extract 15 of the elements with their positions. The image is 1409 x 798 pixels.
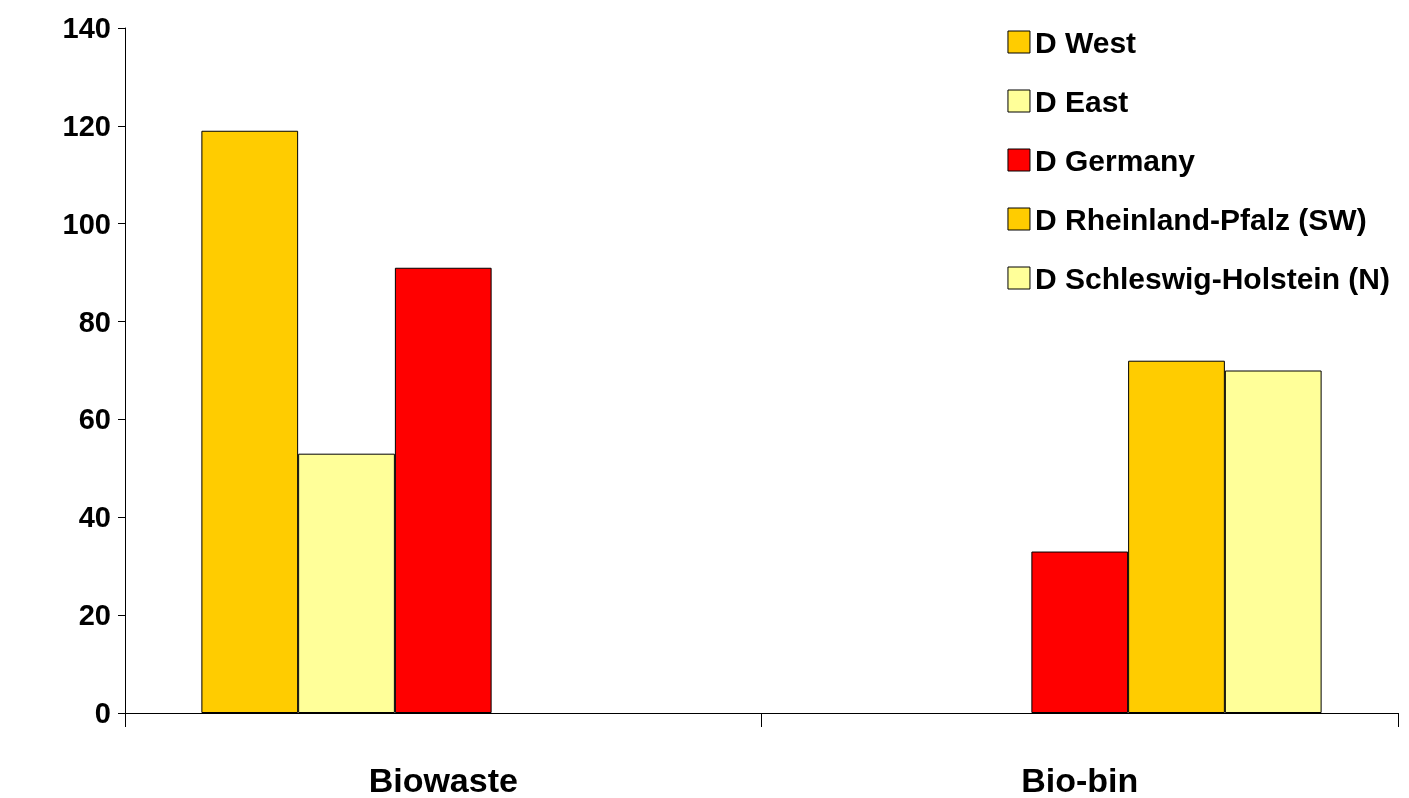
y-tick-label: 80 xyxy=(78,305,111,338)
y-tick-label: 120 xyxy=(62,109,111,142)
legend-label: D Germany xyxy=(1034,143,1196,177)
y-tick-label: 60 xyxy=(78,403,111,436)
y-tick-label: 0 xyxy=(94,697,111,729)
legend-label: D Rheinland-Pfalz (SW) xyxy=(1034,202,1367,236)
y-tick-label: 100 xyxy=(62,207,111,240)
legend-label: D East xyxy=(1034,84,1129,118)
y-tick-label: 40 xyxy=(78,501,111,534)
x-tick-label: Bio-bin xyxy=(1021,761,1139,798)
legend-label: D Schleswig-Holstein (N) xyxy=(1034,261,1391,295)
legend-label: D West xyxy=(1034,25,1137,59)
y-tick-label: 140 xyxy=(62,12,111,44)
x-tick-label: Biowaste xyxy=(368,761,518,798)
y-tick-label: 20 xyxy=(78,599,111,632)
